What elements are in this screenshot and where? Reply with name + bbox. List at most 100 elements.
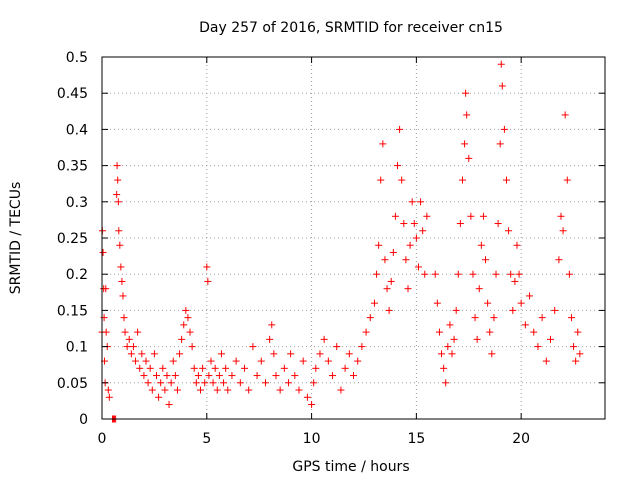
data-point xyxy=(462,89,470,97)
data-point xyxy=(114,176,122,184)
data-point xyxy=(458,176,466,184)
data-point xyxy=(375,241,383,249)
data-point xyxy=(440,364,448,372)
data-point xyxy=(257,357,265,365)
y-tick-label: 0.35 xyxy=(57,159,88,175)
data-point xyxy=(268,321,276,329)
data-point xyxy=(197,386,205,394)
data-point xyxy=(570,343,578,351)
data-point xyxy=(402,256,410,264)
data-point xyxy=(178,335,186,343)
data-point xyxy=(205,372,213,380)
data-point xyxy=(502,176,510,184)
data-point xyxy=(381,256,389,264)
data-point xyxy=(99,248,107,256)
data-point xyxy=(104,386,112,394)
data-point xyxy=(450,335,458,343)
data-point xyxy=(203,263,211,271)
data-point xyxy=(475,285,483,293)
data-point xyxy=(358,343,366,351)
data-point xyxy=(496,140,504,148)
y-tick-label: 0.45 xyxy=(57,86,88,102)
plot-frame xyxy=(101,56,606,420)
grid-layer xyxy=(102,57,605,419)
data-point xyxy=(572,357,580,365)
y-tick-label: 0 xyxy=(79,412,88,428)
data-point xyxy=(180,321,188,329)
data-point xyxy=(456,220,464,228)
data-point xyxy=(469,270,477,278)
axis-ticks xyxy=(101,56,605,420)
data-point xyxy=(116,241,124,249)
data-point xyxy=(559,227,567,235)
data-point xyxy=(465,154,473,162)
data-point xyxy=(526,292,534,300)
data-point xyxy=(102,285,110,293)
data-point xyxy=(169,357,177,365)
data-point xyxy=(379,140,387,148)
data-point xyxy=(530,328,538,336)
data-point xyxy=(431,270,439,278)
y-tick-label: 0.15 xyxy=(57,303,88,319)
data-point xyxy=(272,372,280,380)
data-point xyxy=(452,306,460,314)
data-point xyxy=(333,343,341,351)
data-point xyxy=(308,401,316,409)
y-tick-label: 0.1 xyxy=(66,340,88,356)
data-point xyxy=(555,256,563,264)
data-point xyxy=(204,277,212,285)
data-point xyxy=(423,212,431,220)
y-tick-labels: 0 0.05 0.1 0.15 0.2 0.25 0.3 0.35 0.4 0.45 0.5 xyxy=(57,50,88,428)
data-point xyxy=(102,328,110,336)
data-point xyxy=(159,364,167,372)
data-point xyxy=(398,176,406,184)
y-tick-label: 0.05 xyxy=(57,376,88,392)
data-point xyxy=(341,364,349,372)
data-point xyxy=(190,364,198,372)
data-point xyxy=(261,379,269,387)
data-point xyxy=(127,350,135,358)
data-point xyxy=(561,111,569,119)
data-point xyxy=(118,277,126,285)
x-tick-labels: 0 5 10 15 20 xyxy=(98,431,531,447)
data-point xyxy=(285,379,293,387)
data-point xyxy=(477,241,485,249)
y-tick-label: 0.4 xyxy=(66,122,88,138)
data-point xyxy=(249,343,257,351)
data-point xyxy=(299,357,307,365)
data-point xyxy=(117,263,125,271)
y-tick-label: 0.2 xyxy=(66,267,88,283)
data-point xyxy=(276,386,284,394)
data-point xyxy=(410,220,418,228)
data-point xyxy=(454,270,462,278)
data-point xyxy=(150,350,158,358)
data-point xyxy=(444,343,452,351)
data-point xyxy=(213,386,221,394)
data-point xyxy=(113,162,121,170)
data-point xyxy=(563,176,571,184)
data-point xyxy=(576,350,584,358)
data-point xyxy=(547,335,555,343)
data-point xyxy=(515,270,523,278)
data-point xyxy=(134,328,142,336)
data-point xyxy=(142,357,150,365)
data-point xyxy=(182,306,190,314)
data-point xyxy=(303,393,311,401)
data-point xyxy=(408,198,416,206)
x-tick-label: 15 xyxy=(407,431,425,447)
x-tick-label: 0 xyxy=(98,431,107,447)
data-point xyxy=(115,227,123,235)
data-point xyxy=(435,328,443,336)
data-point xyxy=(542,357,550,365)
data-point xyxy=(167,379,175,387)
data-point xyxy=(433,299,441,307)
data-point xyxy=(171,372,179,380)
data-point xyxy=(471,314,479,322)
data-point xyxy=(132,357,140,365)
data-point xyxy=(337,386,345,394)
data-point xyxy=(194,372,202,380)
data-point xyxy=(565,270,573,278)
data-point xyxy=(461,140,469,148)
data-point xyxy=(414,263,422,271)
data-point xyxy=(146,364,154,372)
